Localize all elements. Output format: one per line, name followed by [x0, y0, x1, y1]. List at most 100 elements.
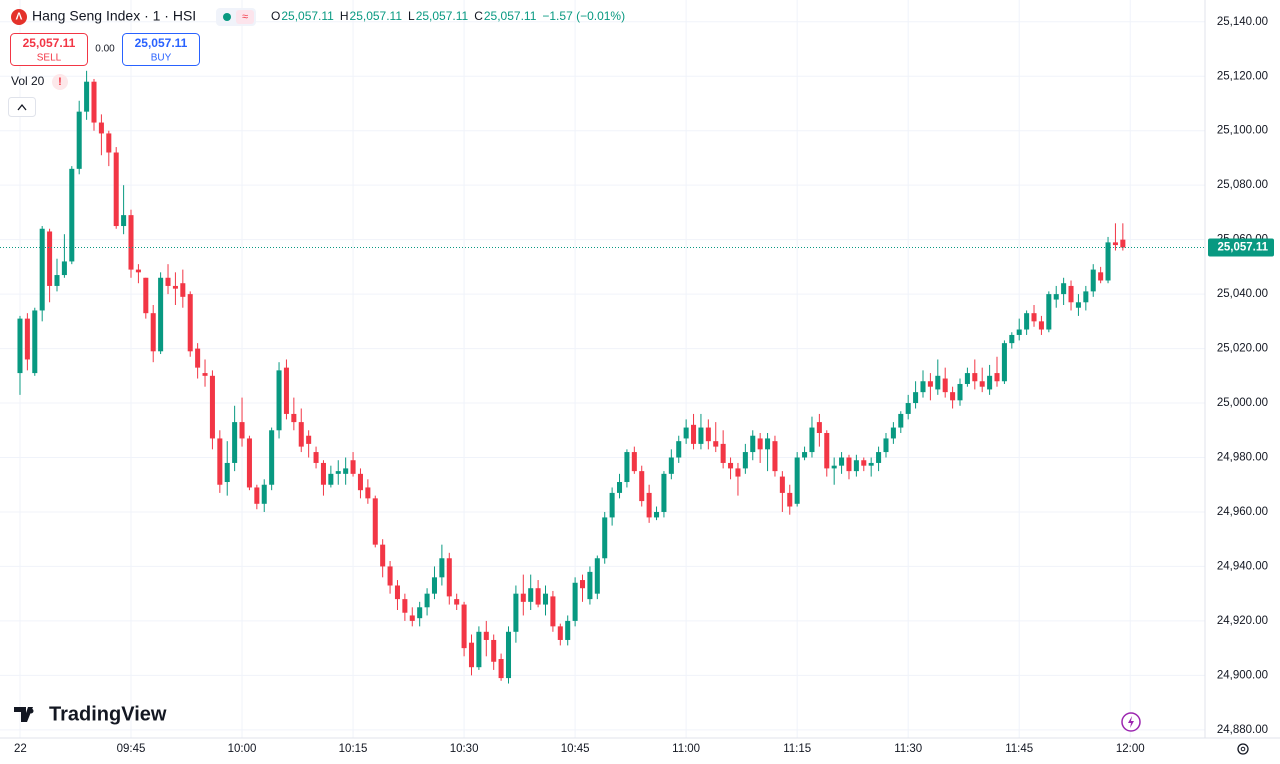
candle-body	[283, 367, 289, 414]
candle-body	[320, 462, 326, 485]
x-tick-label: 10:00	[228, 743, 257, 755]
candle-body	[143, 277, 149, 314]
candle-body	[757, 438, 763, 450]
candle-body	[542, 593, 549, 605]
candle-body	[964, 373, 970, 384]
candles	[17, 70, 1126, 684]
candle-body	[927, 381, 933, 387]
delay-badge[interactable]	[236, 10, 254, 24]
candle-body	[505, 631, 512, 679]
y-tick-label: 24,880.00	[1217, 724, 1268, 736]
candle-body	[1083, 291, 1089, 303]
candle-body	[579, 580, 586, 589]
candle-body	[387, 566, 393, 586]
axes: 24,880.00 24,900.00 24,920.00 24,940.00 24,9…	[0, 16, 1274, 755]
candle-body	[254, 487, 260, 504]
symbol-title[interactable]: Hang Seng Index · 1 · HSI	[32, 8, 196, 24]
candle-body	[1009, 334, 1015, 344]
candle-body	[409, 615, 415, 621]
candle-body	[1031, 313, 1037, 322]
sell-button[interactable]	[10, 33, 88, 66]
collapse-button[interactable]	[8, 97, 36, 117]
candle-body	[728, 462, 734, 469]
candle-body	[972, 373, 978, 382]
candle-body	[483, 631, 489, 640]
candle-body	[624, 452, 630, 483]
candle-body	[994, 373, 1000, 382]
volume-length: 20	[31, 74, 45, 88]
candle-body	[639, 471, 645, 502]
candle-body	[816, 422, 822, 433]
candle-body	[439, 558, 445, 578]
lightning-icon	[1128, 716, 1134, 728]
candle-body	[54, 275, 60, 286]
brand-name[interactable]: TradingView	[49, 703, 167, 725]
candle-body	[520, 593, 526, 602]
last-price-label: 25,057.11	[1217, 242, 1268, 254]
candle-body	[779, 476, 785, 493]
candle-body	[17, 318, 23, 374]
candle-body	[528, 588, 534, 602]
candle-body	[424, 593, 430, 608]
candle-body	[61, 261, 67, 276]
candle-body	[1016, 329, 1022, 335]
candle-body	[698, 427, 704, 444]
candle-body	[617, 482, 623, 493]
x-tick-label: 11:45	[1005, 743, 1033, 755]
ohlc-legend: O 25,057.11 H 25,057.11 L 25,057.11 C 25,057.11…	[271, 9, 625, 23]
y-tick-label: 25,020.00	[1217, 343, 1268, 355]
collapse-icon	[17, 103, 27, 111]
buy-button[interactable]	[122, 33, 200, 66]
candle-body	[1120, 239, 1126, 248]
x-tick-label: 11:30	[894, 743, 922, 755]
candle-body	[269, 430, 275, 485]
y-tick-label: 25,000.00	[1217, 397, 1268, 409]
candle-body	[935, 375, 941, 390]
candle-body	[106, 133, 112, 153]
candle-body	[646, 492, 652, 518]
x-tick-label: 10:15	[339, 743, 368, 755]
candle-body	[1061, 283, 1067, 295]
candle-body	[890, 427, 896, 439]
candle-body	[846, 457, 852, 472]
candle-body	[195, 348, 201, 368]
candle-body	[1090, 269, 1096, 292]
ohlc-key: C	[474, 9, 483, 23]
candle-body	[1105, 242, 1111, 281]
candle-body	[402, 599, 408, 613]
sell-price: 25,057.11	[23, 36, 76, 50]
candle-body	[261, 484, 267, 504]
candle-body	[328, 473, 334, 485]
candle-body	[868, 462, 874, 466]
ohlc-value: 25,057.11	[484, 9, 537, 23]
candle-body	[572, 582, 578, 621]
candle-body	[513, 593, 519, 632]
volume-warning[interactable]	[52, 74, 68, 90]
candle-body	[165, 277, 171, 286]
candle-body	[217, 438, 223, 485]
candle-body	[654, 511, 660, 518]
candle-body	[787, 492, 793, 507]
candle-body	[550, 596, 556, 627]
candle-body	[468, 642, 475, 668]
candle-body	[631, 452, 637, 472]
candle-body	[298, 422, 304, 447]
brand-logo-dot	[28, 708, 34, 714]
candle-body	[276, 370, 282, 431]
candle-body	[76, 111, 82, 169]
candle-body	[861, 460, 867, 466]
candle-body	[802, 452, 808, 458]
buy-price: 25,057.11	[135, 36, 188, 50]
settings-button[interactable]	[1237, 743, 1249, 755]
candle-body	[461, 604, 467, 649]
candle-body	[979, 381, 985, 387]
candle-body	[32, 310, 38, 374]
candle-body	[876, 452, 882, 463]
candle-body	[98, 122, 104, 134]
candle-body	[372, 498, 378, 545]
candle-body	[209, 375, 215, 439]
x-tick-label: 10:30	[450, 743, 479, 755]
y-tick-label: 24,980.00	[1217, 452, 1268, 464]
candle-body	[1053, 294, 1059, 300]
